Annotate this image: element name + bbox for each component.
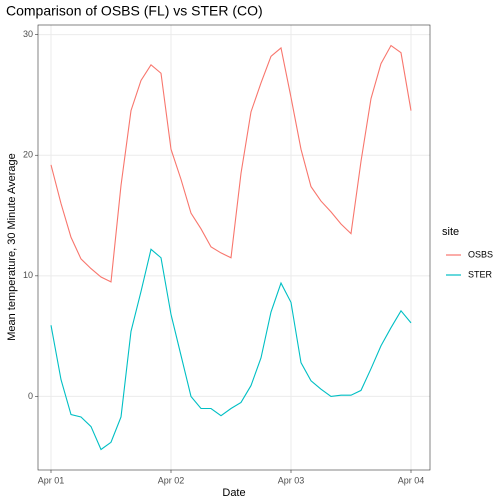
x-axis-title: Date [222, 487, 245, 499]
y-tick-label: 0 [28, 391, 33, 401]
series-line [50, 248, 412, 451]
y-axis-title: Mean temperature, 30 Minute Average [6, 153, 18, 341]
legend-label: OSBS [468, 249, 493, 259]
x-tick-label: Apr 04 [398, 475, 425, 485]
y-tick-label: 30 [23, 29, 33, 39]
legend-title: site [442, 226, 459, 238]
panel-border [37, 24, 431, 471]
series-line [50, 44, 412, 283]
x-tick-label: Apr 01 [38, 475, 65, 485]
y-tick-label: 10 [23, 270, 33, 280]
x-tick-label: Apr 03 [278, 475, 305, 485]
legend-label: STER [468, 269, 493, 279]
chart-title: Comparison of OSBS (FL) vs STER (CO) [6, 3, 263, 19]
y-tick-label: 20 [23, 150, 33, 160]
x-tick-label: Apr 02 [158, 475, 185, 485]
